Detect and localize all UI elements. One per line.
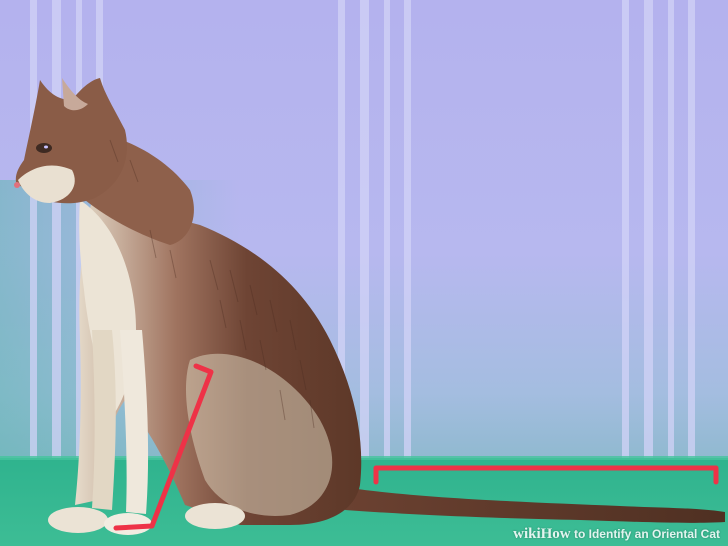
cat-haunch (185, 353, 333, 516)
leg-length-bracket-icon (113, 363, 214, 531)
cat-back-paw (185, 503, 245, 529)
watermark: wikiHow to Identify an Oriental Cat (513, 526, 720, 543)
cat-ear-inner (62, 78, 88, 111)
cat-nose (14, 182, 20, 188)
tail-length-bracket-icon (373, 465, 719, 485)
cat-tail (345, 488, 725, 523)
cat-front-paw-1 (48, 507, 108, 533)
watermark-brand-wiki: wiki (513, 526, 541, 542)
cat-eye (36, 143, 52, 153)
cat-face-light (18, 165, 75, 203)
cat-fur-texture (109, 139, 315, 429)
watermark-caption: to Identify an Oriental Cat (573, 527, 720, 541)
cat-front-leg-front (120, 330, 149, 514)
watermark-brand-how: How (540, 526, 571, 542)
wall-stripes (30, 0, 695, 462)
cat-front-leg-back (92, 330, 116, 510)
cat-chest (79, 200, 136, 420)
